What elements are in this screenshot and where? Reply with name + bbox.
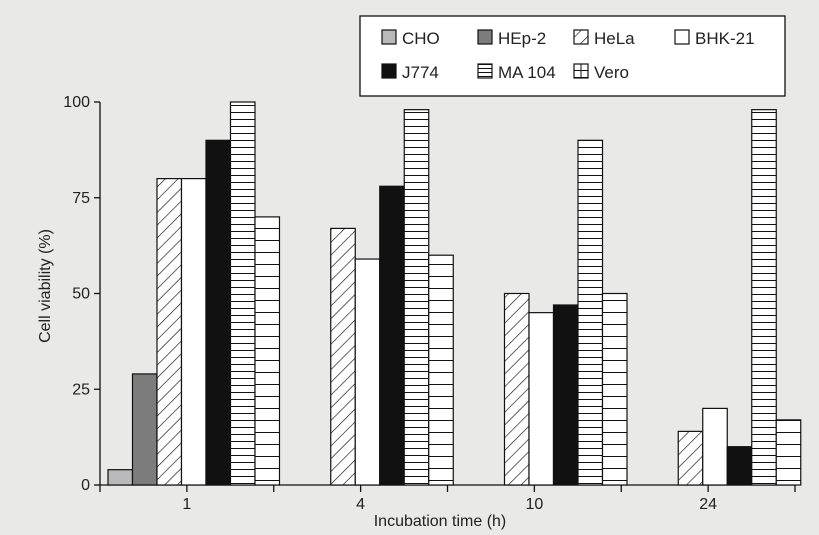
y-axis: 0 25 50 75 100 xyxy=(63,94,101,494)
legend-label: BHK-21 xyxy=(695,29,755,48)
x-tick-label: 1 xyxy=(182,496,191,513)
bars xyxy=(107,101,802,486)
legend-label: HeLa xyxy=(594,29,635,48)
legend-label: J774 xyxy=(402,63,439,82)
bar xyxy=(379,185,405,486)
y-tick-label: 50 xyxy=(72,286,90,303)
y-tick-label: 25 xyxy=(72,381,90,398)
bar xyxy=(403,109,430,486)
x-tick-label: 24 xyxy=(699,496,717,513)
legend-swatch xyxy=(477,29,493,45)
x-axis-title: Incubation time (h) xyxy=(374,513,507,530)
bar xyxy=(577,139,604,486)
bar xyxy=(254,216,281,486)
legend-swatch xyxy=(674,29,690,45)
bar xyxy=(229,101,256,486)
bar xyxy=(528,312,555,486)
bar xyxy=(180,178,207,486)
y-tick-label: 0 xyxy=(81,477,90,494)
legend-box xyxy=(359,15,786,97)
legend-swatch xyxy=(381,63,397,79)
bar xyxy=(552,304,579,486)
legend-label: HEp-2 xyxy=(498,29,546,48)
y-tick-label: 100 xyxy=(63,94,90,111)
legend-label: CHO xyxy=(402,29,440,48)
legend-swatch xyxy=(573,63,589,79)
bar xyxy=(428,254,454,486)
legend-label: Vero xyxy=(594,63,629,82)
bar xyxy=(131,373,158,486)
x-tick-label: 4 xyxy=(356,496,365,513)
x-axis: 1 4 10 24 xyxy=(99,484,796,513)
bar xyxy=(354,258,381,486)
legend-swatch xyxy=(381,29,397,45)
y-tick-label: 75 xyxy=(72,190,90,207)
bar xyxy=(726,446,753,486)
bar xyxy=(702,407,728,486)
y-axis-title: Cell viability (%) xyxy=(37,229,54,343)
bar xyxy=(751,109,777,486)
legend-swatch xyxy=(477,63,493,79)
bar xyxy=(156,178,183,486)
bar xyxy=(601,292,628,486)
bar xyxy=(775,419,802,486)
bar xyxy=(677,430,704,486)
bar xyxy=(330,227,356,486)
legend: CHO HEp-2 HeLa BHK-21 J774 MA 104 Vero xyxy=(359,15,786,97)
bar xyxy=(503,292,530,486)
bar xyxy=(205,139,232,486)
legend-swatch xyxy=(573,29,589,45)
bar xyxy=(107,469,134,486)
legend-label: MA 104 xyxy=(498,63,556,82)
x-tick-label: 10 xyxy=(525,496,543,513)
